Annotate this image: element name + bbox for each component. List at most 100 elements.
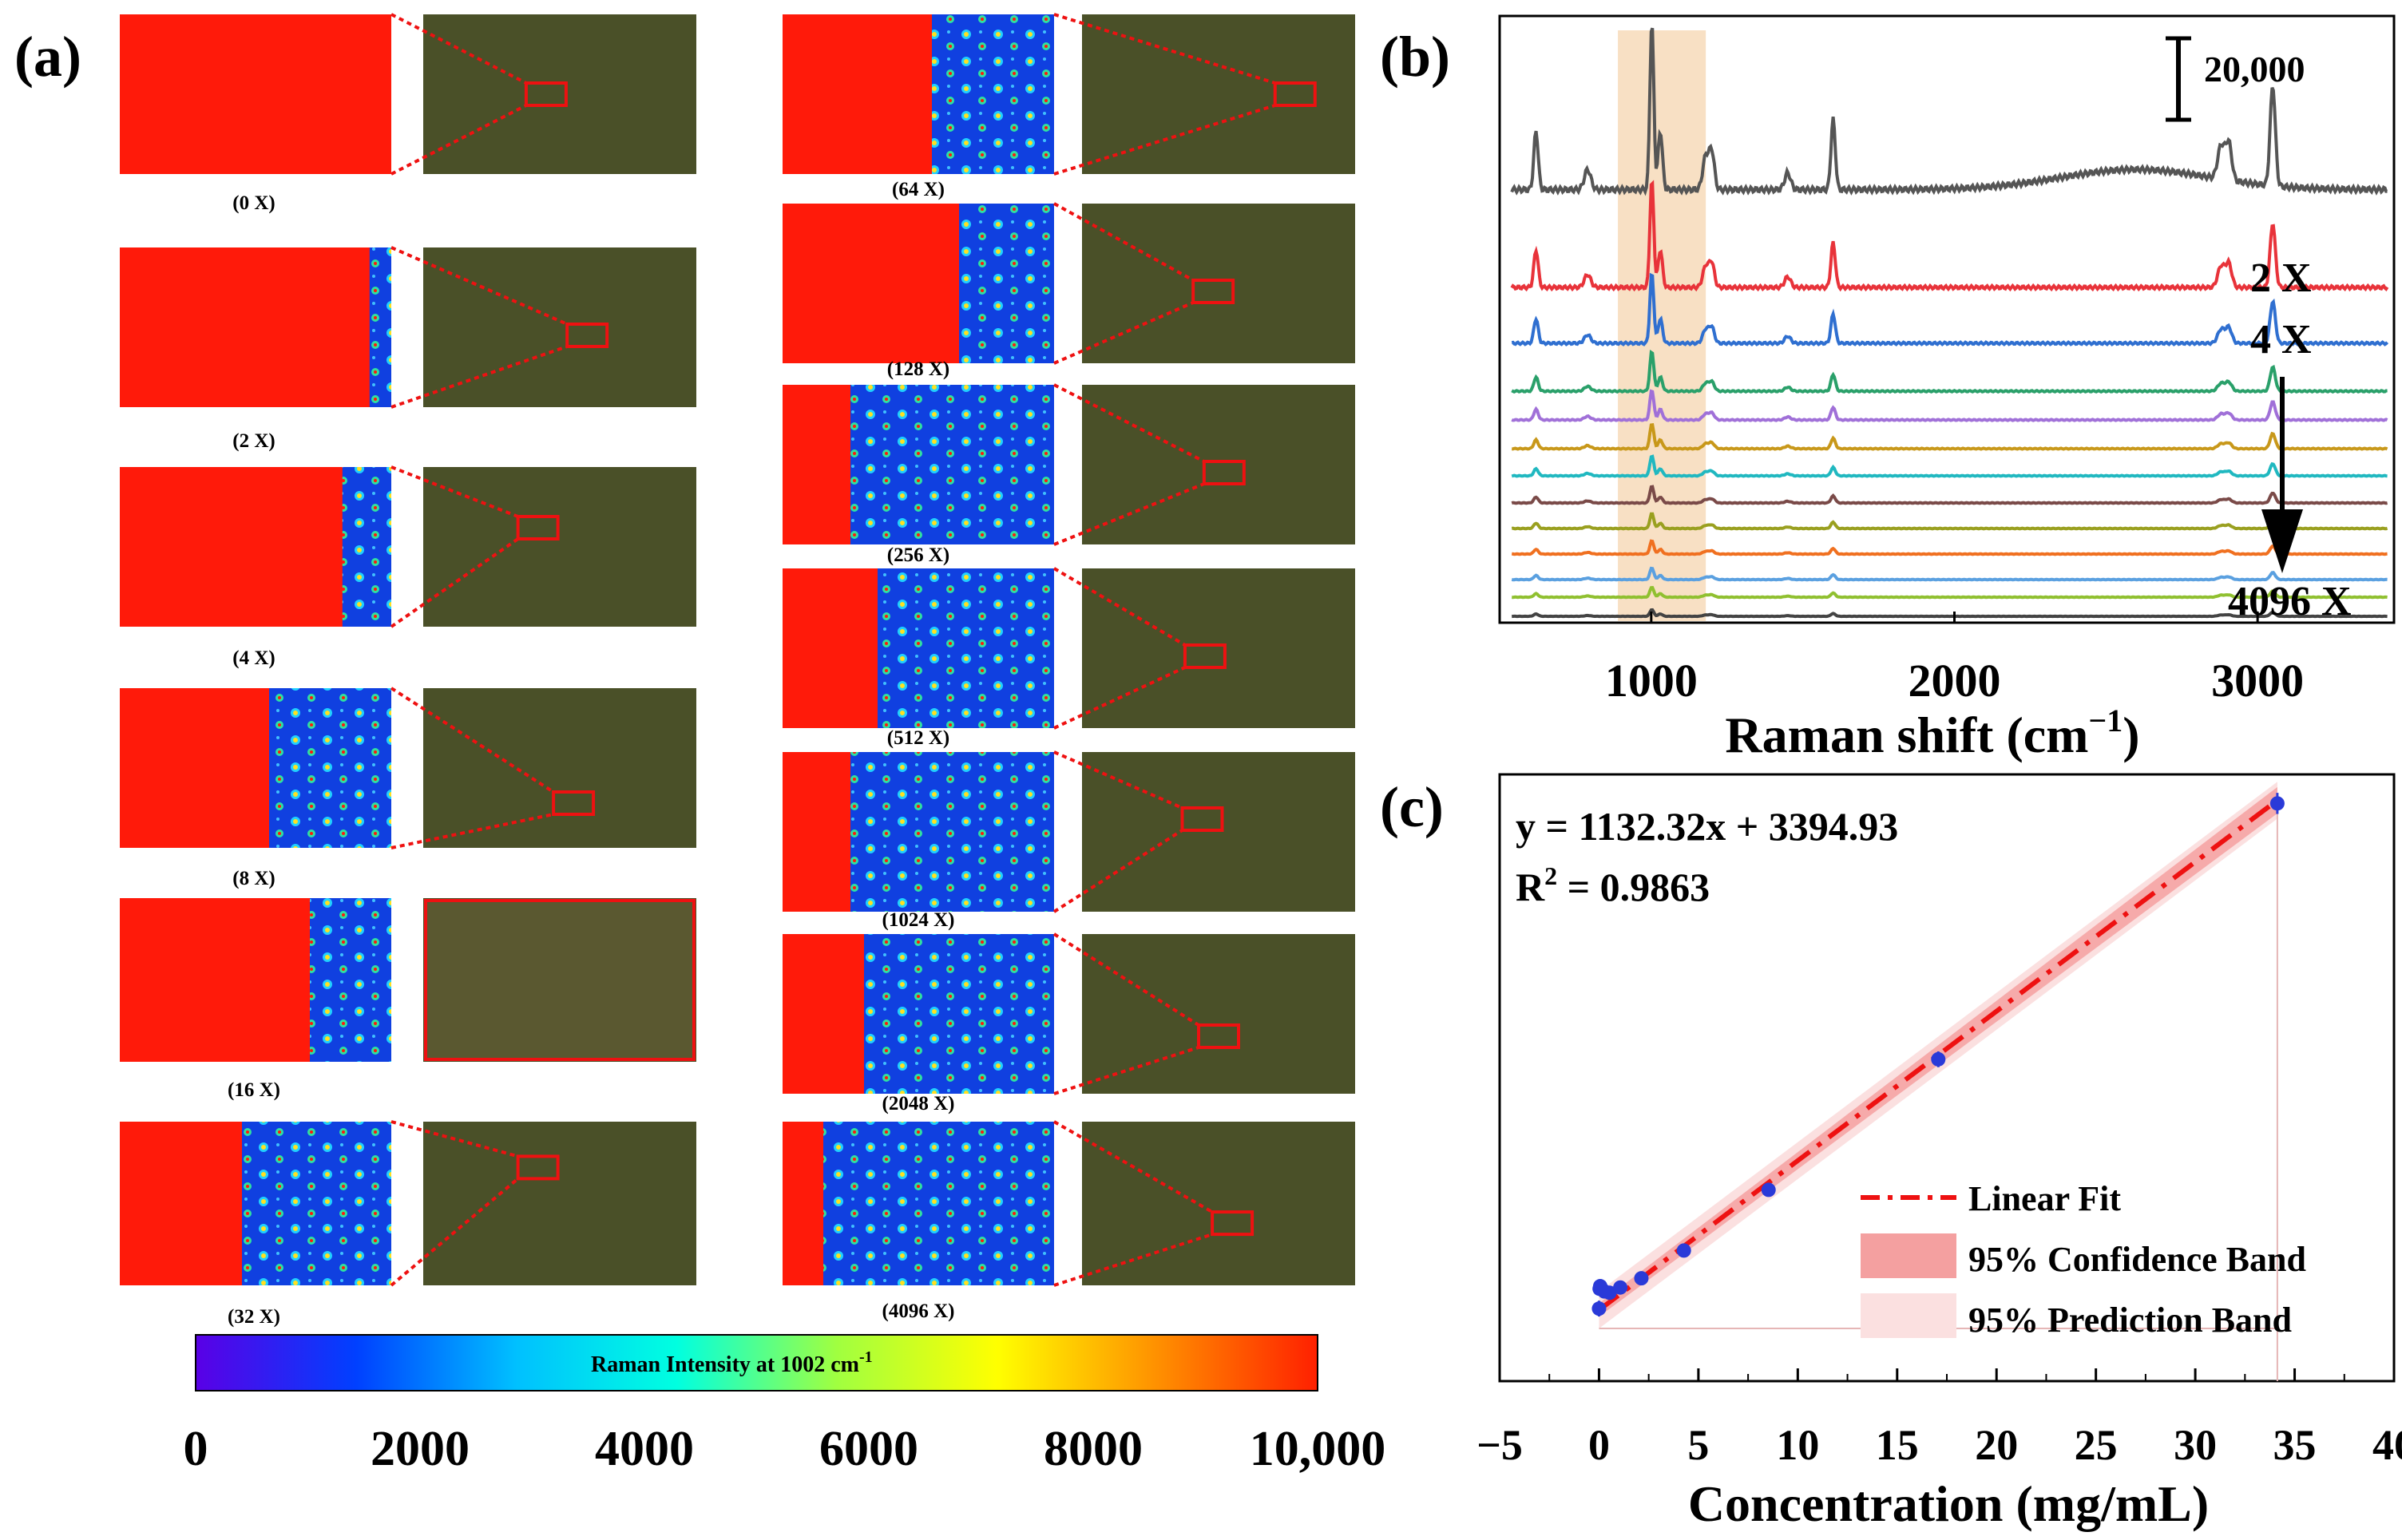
zoom-region-box	[1183, 643, 1227, 669]
raman-map-hotspot	[120, 467, 343, 627]
raman-map-hotspot	[120, 247, 370, 407]
x-tick-label: 5	[1687, 1421, 1709, 1469]
legend-confidence-swatch	[1861, 1233, 1956, 1278]
linear-fit-line	[1597, 798, 2279, 1312]
raman-map-hotspot	[783, 204, 959, 363]
zoom-line-top	[390, 246, 568, 326]
zoom-region-box	[516, 515, 560, 540]
zoom-line-bottom	[1053, 1046, 1199, 1095]
zoom-region-box	[516, 1154, 560, 1181]
panel-b-frame	[1498, 14, 2396, 624]
scale-bar-label: 20,000	[2204, 49, 2305, 89]
map-row-R5	[783, 932, 1355, 1095]
map-row-R2	[783, 383, 1355, 546]
trace-labels: 2 X 4 X 4096 X	[2228, 255, 2352, 624]
zoom-region-box	[1197, 1023, 1240, 1049]
colorbar-tick-label: 2000	[371, 1422, 470, 1476]
map-row-L5	[120, 1120, 696, 1287]
raman-map-hotspot	[783, 568, 878, 728]
data-point	[1931, 1051, 1946, 1067]
map-row-L0	[120, 13, 696, 176]
colorbar-tick-label: 8000	[1044, 1422, 1143, 1476]
zoomed-micrograph	[424, 899, 696, 1061]
micrograph	[1082, 204, 1355, 363]
trace-label: 4 X	[2250, 317, 2312, 362]
x-tick-label: 15	[1876, 1421, 1919, 1469]
spectrum-trace	[1510, 180, 2389, 292]
raman-map-hotspot	[783, 1122, 823, 1285]
zoom-line-bottom	[1053, 301, 1194, 365]
map-caption: (2 X)	[232, 430, 275, 452]
zoom-region-box	[1273, 81, 1317, 107]
panel-b-raman-spectra: 1000 2000 3000 Raman shift (cm−1) 20,000 2…	[1498, 14, 2396, 763]
spectrum-trace	[1511, 389, 2388, 422]
map-caption: (0 X)	[232, 192, 275, 214]
map-caption: (32 X)	[228, 1306, 280, 1328]
data-point	[1634, 1271, 1649, 1286]
r-squared: R2 = 0.9863	[1516, 861, 1710, 909]
x-tick-label: 25	[2075, 1421, 2118, 1469]
zoom-region-box	[1191, 279, 1235, 304]
x-tick-label: 0	[1588, 1421, 1610, 1469]
micrograph	[1082, 934, 1355, 1094]
zoom-line-bottom	[390, 104, 527, 176]
map-caption: (4096 X)	[882, 1300, 955, 1322]
legend-prediction-swatch	[1861, 1293, 1956, 1338]
data-point	[1676, 1243, 1691, 1258]
raman-map-hotspot	[783, 752, 850, 912]
panel-b-x-axis-label: Raman shift (cm−1)	[1725, 703, 2139, 763]
map-row-R6	[783, 1120, 1355, 1287]
colorbar: Raman Intensity at 1002 cm-1 0 2000 4000 60…	[184, 1334, 1385, 1476]
zoom-line-bottom	[390, 813, 554, 849]
decreasing-concentration-arrow	[2261, 377, 2303, 573]
zoom-region-box	[1211, 1210, 1255, 1237]
data-point	[1613, 1280, 1628, 1295]
zoom-line-top	[1053, 202, 1195, 282]
zoom-region-box	[565, 323, 609, 348]
zoom-line-top	[390, 1120, 519, 1158]
fit-equation: y = 1132.32x + 3394.93	[1516, 804, 1898, 849]
zoom-line-top	[1053, 383, 1205, 463]
panel-b-x-ticks: 1000 2000 3000	[1605, 612, 2304, 707]
map-row-R4	[783, 750, 1355, 913]
spectrum-trace	[1511, 539, 2388, 556]
zoom-region-box	[524, 81, 568, 107]
map-caption: (8 X)	[232, 868, 275, 889]
zoom-line-bottom	[1052, 829, 1183, 913]
raman-map-hotspot	[783, 385, 850, 544]
colorbar-label: Raman Intensity at 1002 cm-1	[591, 1348, 873, 1377]
spectrum-trace	[1511, 512, 2388, 531]
spectrum-trace	[1511, 566, 2388, 582]
map-row-L1	[120, 246, 696, 409]
micrograph	[423, 1122, 696, 1285]
map-caption: (128 X)	[887, 358, 949, 380]
zoom-line-top	[1053, 13, 1276, 85]
spectrum-trace	[1512, 422, 2388, 451]
x-tick-label: 40	[2372, 1421, 2402, 1469]
micrograph	[423, 247, 696, 407]
panel-c-x-axis-label: Concentration (mg/mL)	[1688, 1475, 2209, 1532]
trace-label: 2 X	[2250, 255, 2312, 301]
panel-c-calibration-plot: −5 0 5 10 15 20 25 30 35 40 Concentration (mg/mL)…	[1476, 773, 2402, 1532]
map-row-L3	[120, 687, 696, 849]
map-caption: (256 X)	[887, 544, 949, 566]
data-point	[1591, 1301, 1607, 1316]
zoom-line-bottom	[1053, 666, 1186, 730]
x-tick-label: 30	[2174, 1421, 2217, 1469]
panel-label-b: (b)	[1380, 25, 1450, 89]
x-tick-label: 3000	[2211, 655, 2304, 707]
raman-map	[783, 1122, 1054, 1285]
legend-entry: Linear Fit	[1968, 1179, 2121, 1218]
x-tick-label: 20	[1975, 1421, 2018, 1469]
map-caption: (1024 X)	[882, 909, 955, 931]
raman-map-hotspot	[120, 1122, 242, 1285]
zoom-region-box	[1202, 460, 1246, 485]
spectrum-trace	[1511, 454, 2388, 478]
micrograph	[423, 688, 696, 848]
spectra-traces	[1510, 27, 2389, 619]
panel-a-raman-maps: (0 X) (2 X) (4 X) (8 X) (16 X) (32 X) (64 X) (1…	[120, 13, 1355, 1328]
map-row-L2	[120, 465, 696, 628]
zoom-line-bottom	[1053, 482, 1205, 546]
raman-map-hotspot	[120, 898, 310, 1062]
zoom-line-bottom	[390, 345, 568, 409]
